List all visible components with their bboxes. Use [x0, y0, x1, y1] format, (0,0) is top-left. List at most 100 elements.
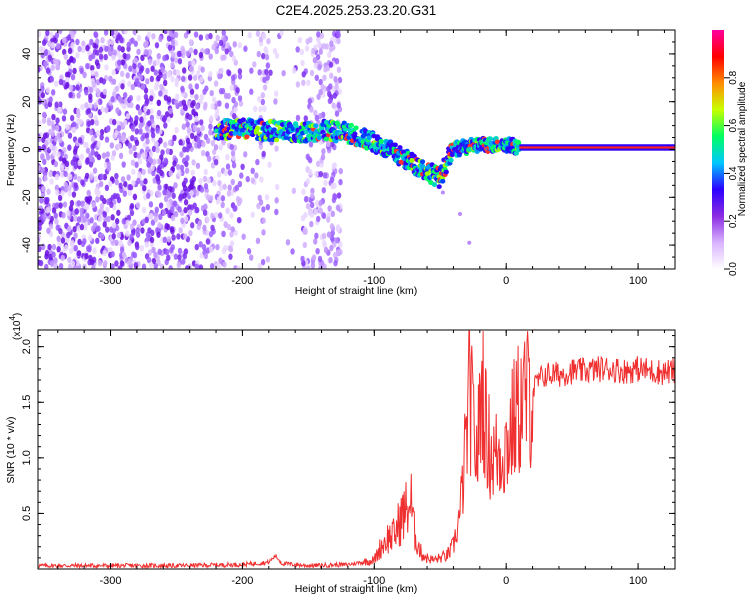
- spectrogram-cell: [336, 37, 341, 45]
- spectrogram-cell: [149, 75, 155, 83]
- spectrogram-cell: [93, 31, 98, 38]
- spectrogram-cell: [125, 113, 131, 120]
- spectrogram-cell: [487, 136, 493, 142]
- spectrogram-cell: [194, 206, 200, 214]
- spectrogram-cell: [315, 53, 321, 61]
- spectrogram-cell: [143, 178, 148, 185]
- spectrogram-cell: [188, 39, 194, 46]
- spectrogram-cell: [75, 259, 80, 267]
- spectrogram-cell: [67, 47, 73, 55]
- spectrogram-cell: [151, 246, 156, 254]
- spectrogram-cell: [336, 31, 341, 39]
- spectrogram-cell: [330, 140, 335, 148]
- spectrogram-cell: [158, 202, 164, 209]
- spectrogram-cell: [73, 162, 78, 170]
- spectrogram-cell: [186, 30, 191, 35]
- spectrogram-cell: [188, 65, 194, 72]
- spectrogram-cell: [100, 106, 105, 113]
- spectrogram-cell: [54, 173, 60, 181]
- spectrogram-cell: [192, 124, 198, 132]
- spectrogram-cell: [97, 209, 102, 216]
- spectrogram-cell: [68, 91, 73, 99]
- spectrogram-cell: [274, 52, 280, 59]
- spectrogram-cell: [111, 222, 117, 229]
- spectrogram-cell: [216, 196, 222, 203]
- spectrogram-cell: [210, 162, 216, 169]
- spectrogram-cell: [185, 137, 191, 145]
- spectrogram-cell: [117, 95, 122, 103]
- x-tick-label: 100: [629, 275, 647, 287]
- spectrogram-cell: [221, 30, 226, 37]
- spectrogram-cell: [143, 105, 148, 113]
- spectrogram-cell: [318, 199, 323, 207]
- spectrogram-marks: [38, 30, 675, 269]
- spectrogram-cell: [52, 149, 57, 157]
- spectrogram-cell: [264, 68, 269, 76]
- spectrogram-cell: [153, 69, 159, 76]
- spectrogram-cell: [313, 109, 318, 117]
- spectrogram-cell: [208, 123, 213, 130]
- spectrogram-cell: [330, 210, 335, 218]
- spectrogram-cell: [162, 114, 168, 122]
- x-tick-label: -100: [363, 575, 385, 587]
- spectrogram-cell: [51, 243, 57, 251]
- spectrogram-cell: [258, 106, 263, 113]
- spectrogram-cell: [257, 262, 263, 269]
- spectrogram-cell: [115, 107, 120, 114]
- spectrogram-cell: [213, 40, 218, 47]
- spectrogram-cell: [166, 201, 171, 208]
- spectrogram-cell: [89, 217, 94, 224]
- spectrogram-cell: [202, 104, 208, 111]
- spectrogram-cell: [91, 201, 96, 209]
- spectrogram-cell: [200, 149, 206, 157]
- spectrogram-cell: [419, 159, 426, 165]
- spectrogram-cell: [291, 187, 297, 195]
- spectrogram-cell: [57, 136, 63, 144]
- spectrogram-cell: [67, 256, 72, 264]
- spectrogram-cell: [62, 48, 67, 56]
- spectrogram-cell: [321, 212, 327, 220]
- spectrogram-cell: [45, 154, 51, 161]
- spectrogram-cell: [237, 73, 243, 80]
- spectrogram-cell: [191, 109, 196, 116]
- colorbar: 0.0 0.2 0.4 0.6 0.8 Normalized spectral ampl…: [712, 30, 748, 276]
- spectrogram-cell: [327, 205, 332, 212]
- spectrogram-cell: [317, 112, 323, 120]
- spectrogram-cell: [130, 159, 136, 166]
- spectrogram-cell: [199, 76, 204, 83]
- spectrogram-cell: [127, 142, 133, 149]
- spectrogram-cell: [58, 78, 64, 86]
- spectrogram-cell: [153, 262, 158, 269]
- spectrogram-cell: [131, 251, 136, 258]
- spectrogram-cell: [128, 148, 134, 155]
- spectrogram-cell: [208, 246, 214, 253]
- spectrogram-cell: [102, 221, 107, 228]
- spectrogram-cell: [54, 218, 59, 225]
- spectrogram-cell: [264, 194, 270, 201]
- spectrogram-cell: [43, 175, 48, 182]
- spectrogram-cell: [159, 83, 164, 91]
- spectrogram-cell: [182, 192, 187, 199]
- spectrogram-cell: [213, 80, 219, 87]
- spectrogram-cell: [183, 199, 189, 206]
- spectrogram-cell: [233, 106, 238, 113]
- spectrogram-cell: [67, 190, 73, 197]
- spectrogram-cell: [138, 67, 144, 74]
- spectrogram-cell: [114, 172, 119, 180]
- spectrogram-cell: [215, 34, 220, 42]
- spectrogram-cell: [232, 41, 237, 48]
- spectrogram-cell: [47, 54, 53, 61]
- spectrogram-cell: [443, 169, 449, 175]
- spectrogram-cell: [144, 132, 150, 139]
- spectrogram-cell: [178, 139, 183, 146]
- spectrogram-cell: [62, 201, 68, 208]
- spectrogram-cell: [210, 103, 215, 110]
- snr-y-multiplier-base: (x10: [12, 320, 23, 340]
- spectrogram-cell: [209, 89, 214, 97]
- spectrogram-cell: [192, 202, 197, 209]
- spectrogram-cell: [38, 66, 41, 73]
- spectrogram-cell: [114, 85, 120, 93]
- spectrogram-cell: [60, 254, 65, 262]
- spectrogram-cell: [332, 241, 337, 248]
- spectrogram-cell: [189, 88, 195, 95]
